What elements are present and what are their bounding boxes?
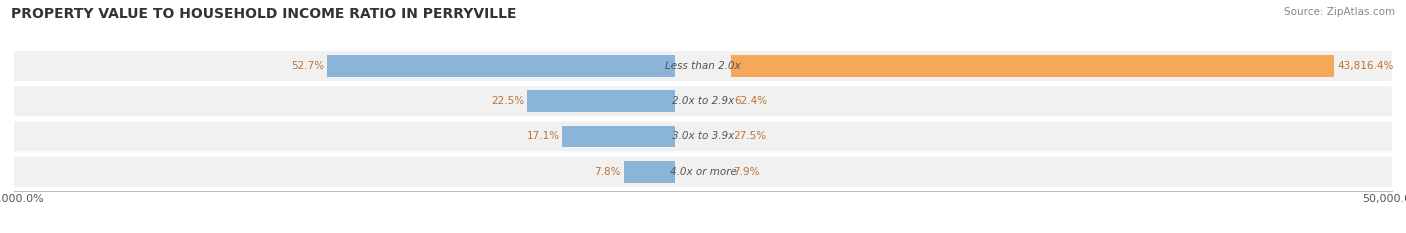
Text: 62.4%: 62.4% <box>734 96 768 106</box>
Text: 7.8%: 7.8% <box>595 167 621 177</box>
Text: Source: ZipAtlas.com: Source: ZipAtlas.com <box>1284 7 1395 17</box>
Bar <box>527 90 675 112</box>
Text: 27.5%: 27.5% <box>734 131 766 141</box>
Bar <box>562 126 675 147</box>
FancyBboxPatch shape <box>14 121 1392 151</box>
Text: PROPERTY VALUE TO HOUSEHOLD INCOME RATIO IN PERRYVILLE: PROPERTY VALUE TO HOUSEHOLD INCOME RATIO… <box>11 7 517 21</box>
Text: 7.9%: 7.9% <box>734 167 759 177</box>
Bar <box>326 55 675 77</box>
Text: 4.0x or more: 4.0x or more <box>669 167 737 177</box>
FancyBboxPatch shape <box>14 157 1392 187</box>
FancyBboxPatch shape <box>14 51 1392 81</box>
Text: 22.5%: 22.5% <box>491 96 524 106</box>
FancyBboxPatch shape <box>14 86 1392 116</box>
Bar <box>731 55 1334 77</box>
Text: 3.0x to 3.9x: 3.0x to 3.9x <box>672 131 734 141</box>
Text: 17.1%: 17.1% <box>526 131 560 141</box>
Text: 43,816.4%: 43,816.4% <box>1337 61 1393 71</box>
Text: 52.7%: 52.7% <box>291 61 325 71</box>
Text: Less than 2.0x: Less than 2.0x <box>665 61 741 71</box>
Text: 2.0x to 2.9x: 2.0x to 2.9x <box>672 96 734 106</box>
Bar <box>624 161 675 183</box>
